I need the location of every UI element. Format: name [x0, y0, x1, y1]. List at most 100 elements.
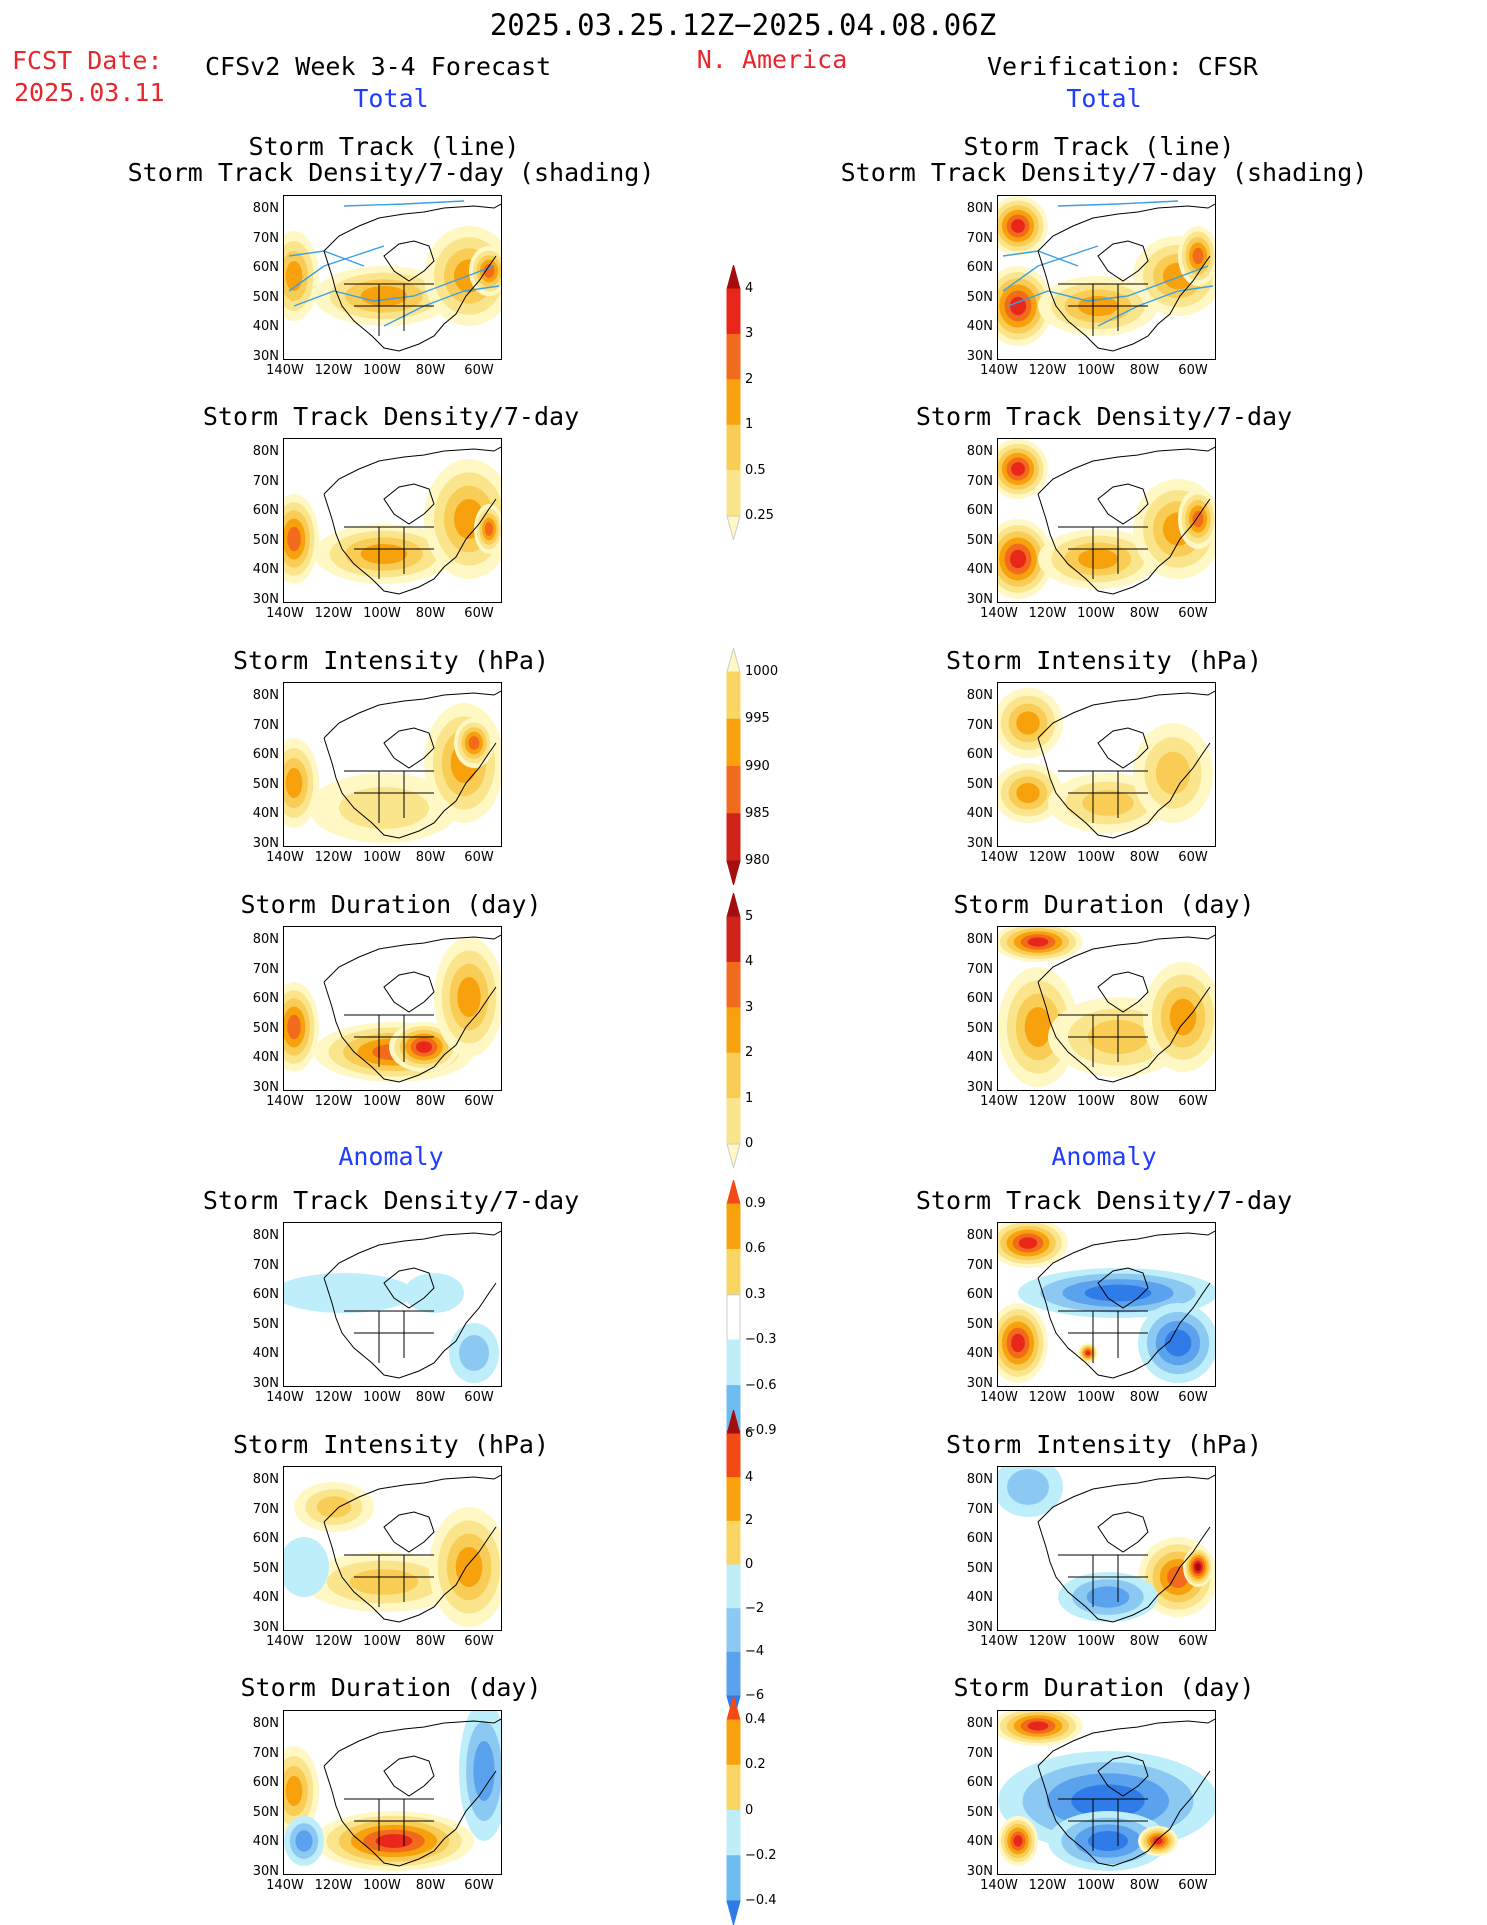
colorbar-segment: [726, 1203, 741, 1250]
lon-tick-label: 140W: [980, 1390, 1018, 1405]
period-title: 2025.03.25.12Z−2025.04.08.06Z: [489, 8, 997, 42]
lon-tick-label: 140W: [980, 850, 1018, 865]
map-panel: [283, 438, 502, 603]
colorbar-segment: [726, 1180, 741, 1205]
lon-tick-label: 120W: [1028, 1634, 1067, 1649]
shading-cell: [1155, 751, 1191, 795]
lon-tick-label: 140W: [266, 363, 304, 378]
anomaly-label-left: Anomaly: [338, 1142, 444, 1171]
lon-tick-label: 100W: [363, 1390, 401, 1405]
lon-tick-label: 100W: [1077, 1390, 1115, 1405]
colorbar-label: 4: [745, 954, 754, 970]
colorbar-label: −0.6: [745, 1377, 777, 1393]
panel-title-anom-duration-right: Storm Duration (day): [953, 1673, 1255, 1702]
storm-track-line: [288, 245, 385, 292]
lat-tick-label: 50N: [966, 1316, 993, 1332]
shading-cell: [1195, 1563, 1201, 1571]
colorbar-label: 980: [745, 853, 770, 868]
lon-tick-label: 120W: [1028, 1878, 1067, 1893]
colorbar-segment: [726, 333, 741, 381]
colorbar-label: 1: [745, 417, 754, 433]
lat-tick-label: 80N: [252, 1228, 279, 1243]
lat-tick-label: 40N: [252, 562, 279, 577]
lat-tick-label: 40N: [966, 806, 993, 821]
colorbar-label: 0.4: [745, 1712, 766, 1727]
colorbar-segment: [726, 893, 741, 918]
lon-tick-label: 120W: [1028, 363, 1067, 378]
shading-cell: [1086, 1586, 1130, 1608]
lon-tick-label: 140W: [266, 1390, 304, 1405]
lon-tick-label: 140W: [266, 1878, 304, 1893]
lon-tick-label: 60W: [1178, 1094, 1208, 1109]
panel-title-density-left: Storm Track Density/7-day: [202, 402, 580, 431]
lon-tick-label: 140W: [980, 1094, 1018, 1109]
shading-cell: [1082, 790, 1134, 816]
lat-tick-label: 40N: [966, 1834, 993, 1849]
colorbar: [726, 648, 741, 885]
lat-tick-label: 40N: [966, 1050, 993, 1065]
map-svg: [998, 439, 1215, 599]
shading-cell: [1018, 1237, 1038, 1249]
lon-tick-label: 120W: [314, 850, 353, 865]
lat-tick-label: 70N: [252, 473, 279, 489]
colorbar-segment: [726, 470, 741, 517]
map-svg: [284, 200, 501, 352]
shading-cell: [375, 1834, 413, 1848]
lat-tick-label: 30N: [252, 1079, 279, 1095]
storm-track-line: [1007, 265, 1209, 307]
lat-tick-label: 70N: [252, 717, 279, 733]
colorbar-segment: [726, 1052, 741, 1100]
lat-tick-label: 30N: [966, 591, 993, 607]
lon-tick-label: 100W: [363, 606, 401, 621]
colorbar: [726, 893, 741, 1168]
lat-tick-label: 80N: [252, 201, 279, 216]
colorbar-segment: [726, 1651, 741, 1697]
colorbar-segment: [726, 648, 741, 673]
map-panel: [283, 926, 502, 1091]
lat-tick-label: 50N: [252, 1560, 279, 1576]
colorbar-segment: [726, 515, 741, 540]
map-svg: [998, 1467, 1215, 1623]
lat-tick-label: 30N: [966, 1375, 993, 1391]
lon-tick-label: 140W: [980, 1878, 1018, 1893]
coastline: [323, 1230, 501, 1379]
forecast-title: CFSv2 Week 3-4 Forecast: [205, 52, 552, 81]
lon-tick-label: 140W: [980, 363, 1018, 378]
lon-tick-label: 60W: [464, 850, 494, 865]
lon-tick-label: 80W: [415, 606, 446, 621]
map-svg: [998, 196, 1215, 352]
shading-cell: [1071, 1784, 1145, 1818]
lat-tick-label: 50N: [966, 1804, 993, 1820]
lon-tick-label: 140W: [266, 850, 304, 865]
coastline: [323, 1718, 501, 1867]
coastline: [323, 1474, 501, 1623]
lon-tick-label: 120W: [1028, 1390, 1067, 1405]
lat-tick-label: 60N: [966, 503, 993, 518]
map-svg: [998, 688, 1215, 839]
lon-tick-label: 60W: [1178, 1878, 1208, 1893]
lon-tick-label: 100W: [363, 1634, 401, 1649]
lon-tick-label: 100W: [363, 850, 401, 865]
coastline: [1037, 690, 1215, 839]
colorbar-label: 2: [745, 1045, 754, 1061]
lat-tick-label: 30N: [252, 1375, 279, 1391]
storm-track-line: [1002, 245, 1099, 292]
coastline: [1037, 1718, 1215, 1867]
colorbar-label: 995: [745, 711, 770, 727]
lat-tick-label: 60N: [252, 1287, 279, 1302]
colorbar: [726, 1180, 741, 1455]
lat-tick-label: 80N: [966, 1716, 993, 1731]
lat-tick-label: 80N: [252, 1472, 279, 1487]
shading-cell: [1084, 1284, 1152, 1302]
lon-tick-label: 60W: [1178, 1634, 1208, 1649]
lat-tick-label: 60N: [966, 747, 993, 762]
lat-tick-label: 30N: [966, 835, 993, 851]
shading-cell: [295, 1830, 313, 1852]
colorbar-label: 0.3: [745, 1286, 766, 1302]
lat-tick-label: 60N: [252, 260, 279, 275]
colorbar-label: 1: [745, 1090, 754, 1106]
colorbar-segment: [726, 1696, 741, 1721]
colorbar-segment: [726, 1410, 741, 1435]
region-title: N. America: [696, 45, 848, 74]
shading-cell: [1009, 549, 1027, 569]
